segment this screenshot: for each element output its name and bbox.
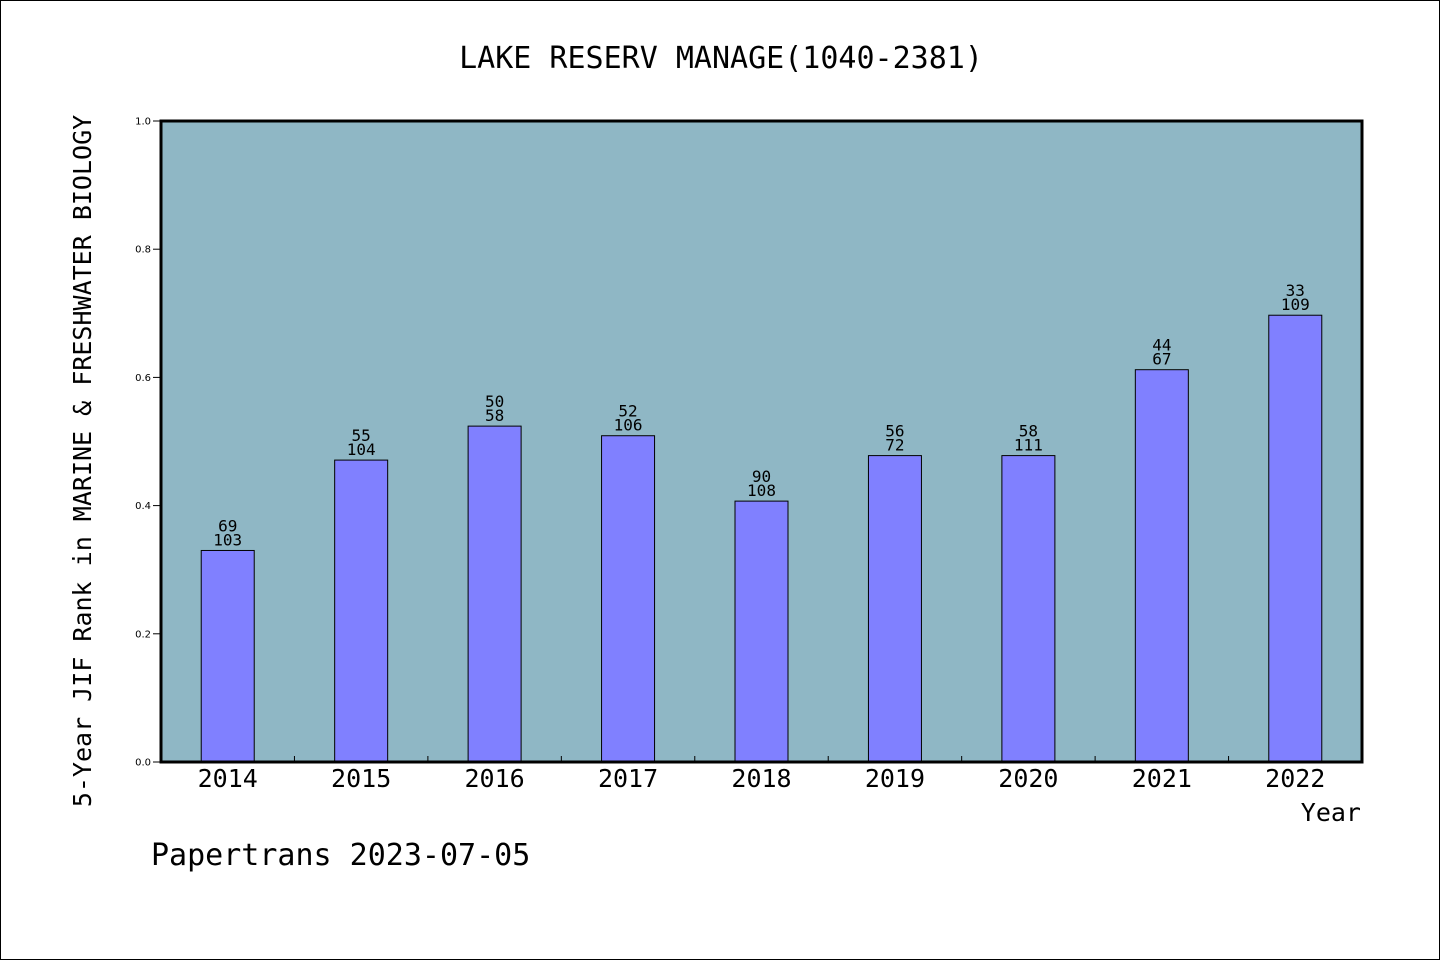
- bar-rank-label-2022: 33: [1286, 281, 1305, 300]
- footer-credit: Papertrans 2023-07-05: [151, 838, 530, 873]
- y-tick-label: 0.2: [135, 629, 151, 640]
- x-axis-label: Year: [1301, 798, 1361, 827]
- bar-2014: [200, 549, 255, 763]
- y-tick-label: 0.0: [135, 758, 151, 769]
- bar-2020: [1001, 455, 1056, 763]
- x-tick-label-2014: 2014: [198, 764, 258, 793]
- y-tick-label: 0.8: [135, 245, 151, 256]
- bar-total-label-2015: 104: [347, 440, 376, 459]
- bar-total-label-2016: 58: [485, 406, 504, 425]
- bar-2018: [734, 500, 789, 763]
- x-tick-label-2020: 2020: [998, 764, 1058, 793]
- bar-rank-label-2014: 69: [218, 516, 237, 535]
- chart-title: LAKE RESERV MANAGE(1040-2381): [459, 41, 983, 76]
- bar-rank-label-2015: 55: [352, 426, 371, 445]
- y-tick-label: 0.6: [135, 373, 151, 384]
- bar-rank-label-2018: 90: [752, 467, 771, 486]
- y-tick-label: 1.0: [135, 117, 151, 128]
- x-tick-label-2021: 2021: [1132, 764, 1192, 793]
- x-tick-label-2016: 2016: [465, 764, 525, 793]
- bar-rank-label-2021: 44: [1152, 336, 1171, 355]
- bar-2022: [1268, 314, 1323, 763]
- bar-2019: [867, 455, 922, 763]
- x-tick-label-2018: 2018: [731, 764, 791, 793]
- x-tick-label-2017: 2017: [598, 764, 658, 793]
- bar-total-label-2018: 108: [747, 481, 776, 500]
- bar-total-label-2022: 109: [1281, 295, 1310, 314]
- bar-2015: [334, 459, 389, 763]
- bar-2017: [601, 435, 656, 763]
- bar-2021: [1134, 369, 1189, 763]
- x-tick-label-2015: 2015: [331, 764, 391, 793]
- bar-2016: [467, 425, 522, 763]
- bar-total-label-2014: 103: [213, 530, 242, 549]
- plot-border: [159, 119, 1364, 764]
- x-tick-label-2022: 2022: [1265, 764, 1325, 793]
- bar-rank-label-2019: 56: [885, 422, 904, 441]
- bar-rank-label-2017: 52: [618, 402, 637, 421]
- bar-total-label-2019: 72: [885, 436, 904, 455]
- bar-total-label-2021: 67: [1152, 350, 1171, 369]
- y-axis-ticks: 0.0 0.2 0.4 0.6 0.8 1.0: [135, 117, 161, 769]
- bar-total-label-2020: 111: [1014, 436, 1043, 455]
- x-axis-ticks: 2014 2015 2016 2017 2018 2019 2020 2021 2022: [198, 756, 1325, 793]
- x-tick-label-2019: 2019: [865, 764, 925, 793]
- y-tick-label: 0.4: [135, 501, 151, 512]
- bar-rank-label-2020: 58: [1019, 422, 1038, 441]
- y-axis-label: 5-Year JIF Rank in MARINE & FRESHWATER B…: [68, 115, 97, 807]
- bar-rank-label-2016: 50: [485, 392, 504, 411]
- bar-total-label-2017: 106: [614, 416, 643, 435]
